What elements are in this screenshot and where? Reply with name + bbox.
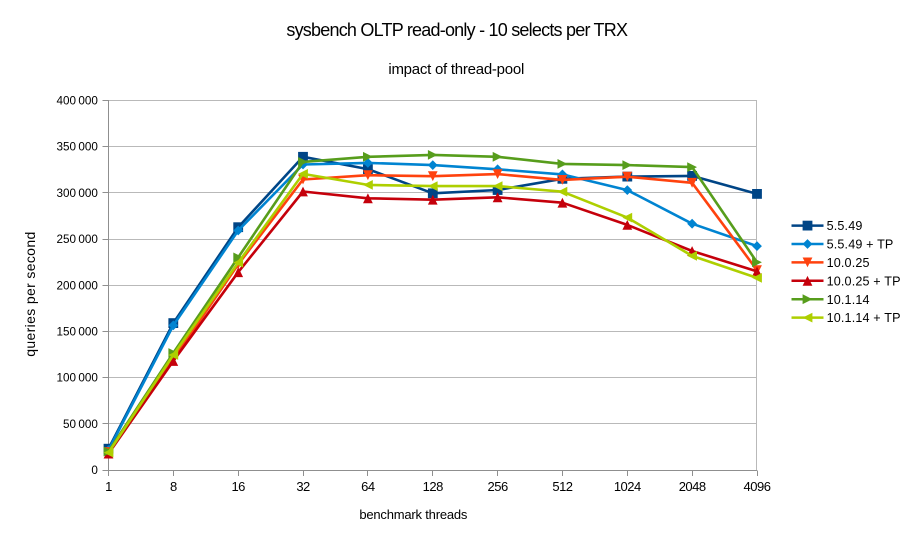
svg-text:2048: 2048 — [679, 479, 706, 494]
svg-text:10.0.25: 10.0.25 — [827, 256, 870, 270]
svg-text:300 000: 300 000 — [57, 187, 99, 200]
svg-text:50 000: 50 000 — [63, 418, 98, 431]
svg-text:10.1.14 + TP: 10.1.14 + TP — [827, 311, 901, 325]
svg-text:1024: 1024 — [614, 479, 641, 494]
svg-text:1: 1 — [105, 479, 112, 494]
svg-text:5.5.49 + TP: 5.5.49 + TP — [827, 238, 894, 252]
svg-text:256: 256 — [487, 479, 507, 494]
svg-text:512: 512 — [552, 479, 572, 494]
svg-text:250 000: 250 000 — [57, 233, 99, 246]
svg-text:impact of thread-pool: impact of thread-pool — [388, 61, 524, 78]
svg-text:8: 8 — [170, 479, 177, 494]
svg-text:100 000: 100 000 — [57, 372, 99, 385]
svg-text:4096: 4096 — [744, 479, 771, 494]
svg-text:350 000: 350 000 — [57, 141, 99, 154]
svg-text:10.0.25 + TP: 10.0.25 + TP — [827, 274, 901, 288]
svg-text:16: 16 — [231, 479, 245, 494]
svg-text:32: 32 — [296, 479, 310, 494]
svg-text:benchmark threads: benchmark threads — [359, 507, 468, 522]
svg-text:0: 0 — [91, 464, 98, 477]
svg-text:400 000: 400 000 — [57, 95, 99, 108]
svg-text:128: 128 — [423, 479, 443, 494]
svg-text:64: 64 — [361, 479, 375, 494]
svg-text:200 000: 200 000 — [57, 279, 99, 292]
svg-text:150 000: 150 000 — [57, 326, 99, 339]
svg-text:5.5.49: 5.5.49 — [827, 219, 863, 233]
svg-text:10.1.14: 10.1.14 — [827, 293, 870, 307]
svg-text:sysbench OLTP read-only - 10 s: sysbench OLTP read-only - 10 selects per… — [286, 20, 628, 40]
svg-text:queries per second: queries per second — [22, 231, 38, 356]
